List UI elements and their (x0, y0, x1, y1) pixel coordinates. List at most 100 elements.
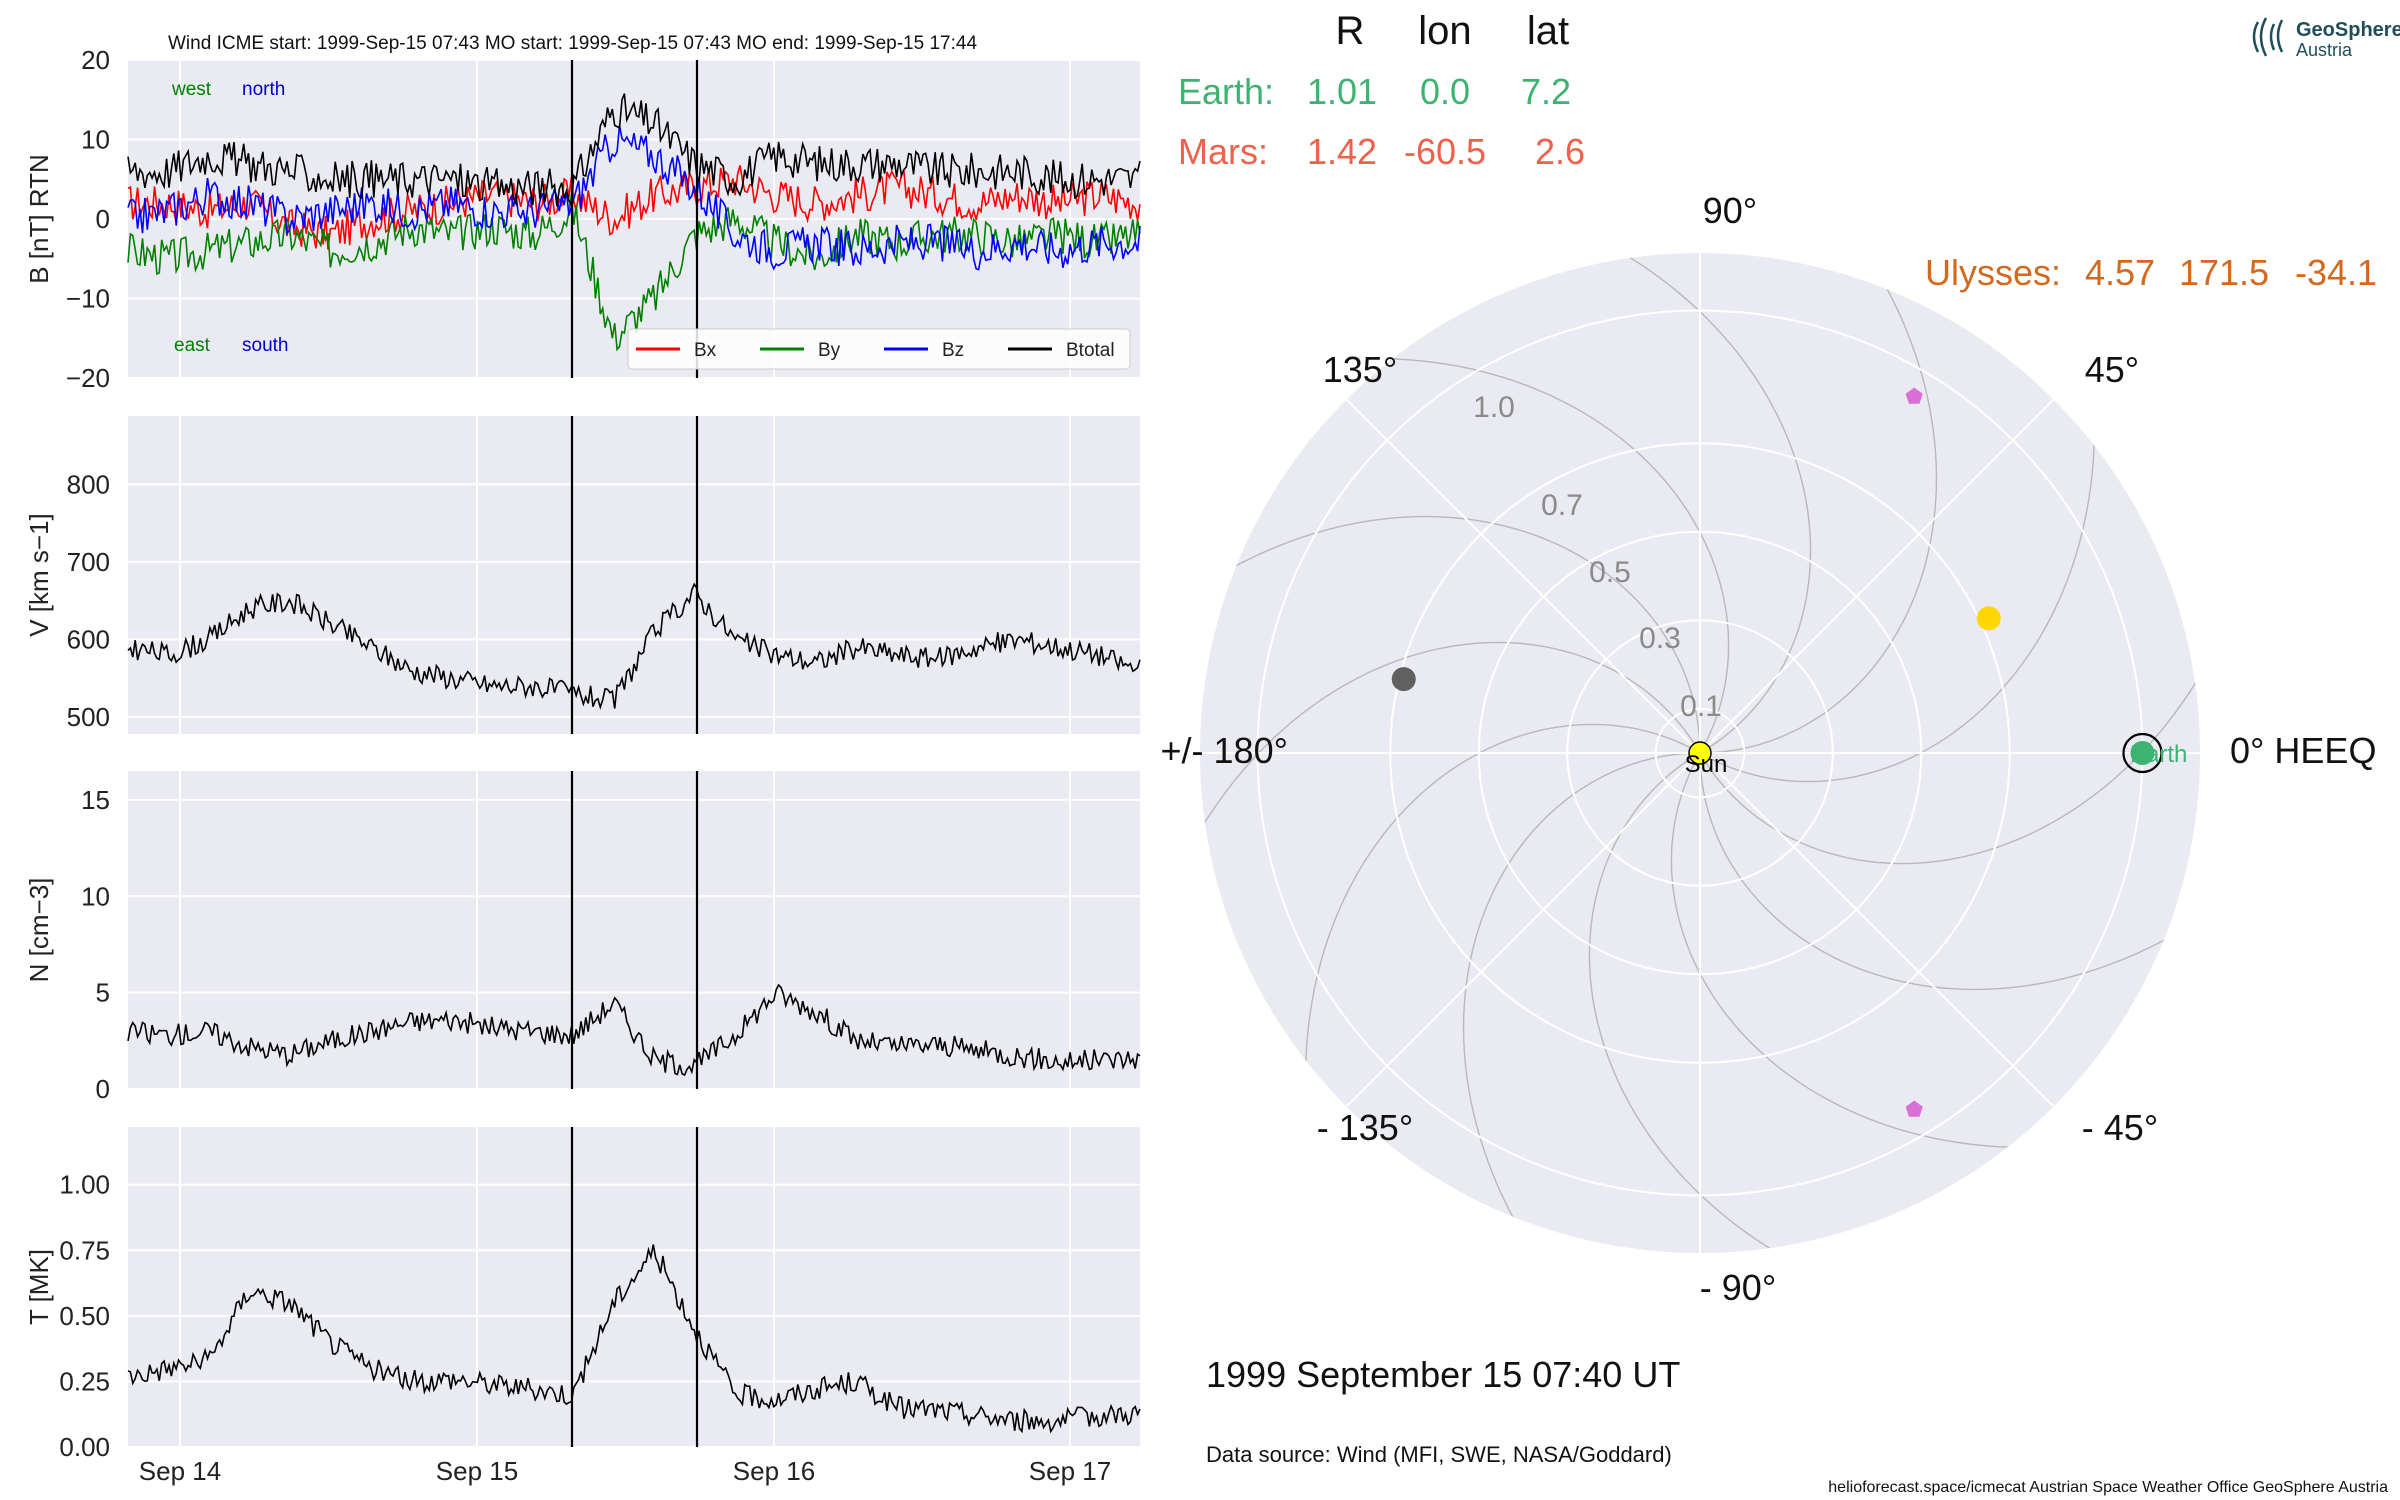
xtick-sep15: Sep 15 (436, 1456, 518, 1486)
table-col-lat: lat (1527, 9, 1569, 53)
rlabel-0.7: 0.7 (1541, 489, 1583, 522)
panel-bg (128, 416, 1140, 734)
xtick-sep16: Sep 16 (733, 1456, 815, 1486)
angle-m90: - 90° (1700, 1267, 1776, 1308)
earth-label: Earth (2130, 741, 2187, 768)
ulysses-lat: -34.1 (2295, 252, 2377, 293)
earth-ring (2122, 732, 2163, 774)
ytick-label: 600 (67, 624, 110, 654)
logo-icon (2252, 17, 2284, 57)
row-earth: Earth: 1.01 0.0 7.2 (1178, 71, 1571, 112)
b-legend: Bx By Bz Btotal (627, 328, 1131, 370)
ylabel: T [MK] (24, 1249, 54, 1325)
angle-0: 0° HEEQ (2230, 730, 2376, 771)
sun-marker (1688, 741, 1712, 765)
figure-title: Wind ICME start: 1999-Sep-15 07:43 MO st… (168, 33, 977, 54)
panel-2: 0 5 10 15 N [cm−3] (24, 771, 1141, 1104)
ylabel: B [nT] RTN (24, 154, 54, 284)
ylabel: V [km s−1] (24, 513, 54, 637)
ytick-label: 0 (96, 204, 110, 234)
venus-marker (1976, 606, 2001, 631)
panel-bg (128, 1127, 1140, 1447)
ytick-label: 0.50 (59, 1301, 110, 1331)
panel-3: 0.00 0.25 0.50 0.75 1.00 T [MK] (24, 1127, 1141, 1462)
ytick-label: 0.00 (59, 1432, 110, 1462)
ulysses-lon: 171.5 (2179, 252, 2269, 293)
panel-bg (128, 771, 1140, 1089)
timeseries-panels: −20 −10 0 10 20 B [nT] RTN 500 600 700 800 V [km s… (24, 45, 1141, 1462)
earth-r: 1.01 (1307, 71, 1377, 112)
ytick-label: 20 (81, 45, 110, 75)
ulysses-r: 4.57 (2085, 252, 2155, 293)
row-ulysses: Ulysses: 4.57 171.5 -34.1 (1925, 252, 2377, 293)
annot-north: north (242, 79, 285, 100)
rlabel-0.5: 0.5 (1589, 556, 1631, 589)
ytick-label: −10 (66, 284, 110, 314)
mercury-marker (1391, 667, 1416, 692)
ytick-label: 700 (67, 547, 110, 577)
ytick-label: 0 (96, 1074, 110, 1104)
footer-credits: helioforecast.space/icmecat Austrian Spa… (1828, 1479, 2388, 1496)
ytick-label: 0.75 (59, 1235, 110, 1265)
annot-south: south (242, 335, 288, 356)
probe-b-marker (1905, 1100, 1923, 1117)
annot-west: west (171, 79, 212, 100)
legend-bz: Bz (942, 340, 964, 361)
polar-plot (1200, 253, 2200, 1253)
angle-m45: - 45° (2082, 1107, 2158, 1148)
mars-lon: -60.5 (1404, 131, 1486, 172)
legend-btotal: Btotal (1066, 340, 1115, 361)
date-label: 1999 September 15 07:40 UT (1206, 1354, 1680, 1395)
panel-0: −20 −10 0 10 20 B [nT] RTN (24, 45, 1141, 393)
ylabel: N [cm−3] (24, 878, 54, 983)
mars-r: 1.42 (1307, 131, 1377, 172)
geosphere-logo: GeoSphere Austria (2252, 17, 2400, 60)
series-Btotal (127, 93, 1141, 209)
legend-bx: Bx (694, 340, 717, 361)
angle-90: 90° (1703, 190, 1757, 231)
rlabel-1.0: 1.0 (1473, 391, 1515, 424)
logo-line2: Austria (2296, 40, 2353, 60)
ytick-label: 10 (81, 881, 110, 911)
angle-180: +/- 180° (1161, 730, 1288, 771)
series-line (127, 983, 1141, 1077)
rlabel-0.3: 0.3 (1639, 622, 1681, 655)
probe-a-marker (1905, 387, 1923, 404)
ytick-label: 5 (96, 978, 110, 1008)
ytick-label: 500 (67, 702, 110, 732)
logo-line1: GeoSphere (2296, 19, 2400, 41)
legend-by: By (818, 340, 841, 361)
angle-135: 135° (1323, 349, 1397, 390)
series-Bz (127, 125, 1141, 271)
xtick-sep14: Sep 14 (139, 1456, 221, 1486)
mars-lat: 2.6 (1535, 131, 1585, 172)
ulysses-name: Ulysses: (1925, 252, 2061, 293)
series-line (127, 1244, 1141, 1434)
earth-marker (2130, 741, 2155, 765)
angle-45: 45° (2085, 349, 2139, 390)
ytick-label: 0.25 (59, 1366, 110, 1396)
ytick-label: −20 (66, 363, 110, 393)
xtick-sep17: Sep 17 (1029, 1456, 1111, 1486)
panel-1: 500 600 700 800 V [km s−1] (24, 416, 1141, 734)
angle-m135: - 135° (1317, 1107, 1413, 1148)
series-line (127, 582, 1141, 710)
data-source: Data source: Wind (MFI, SWE, NASA/Goddar… (1206, 1442, 1672, 1467)
earth-lon: 0.0 (1420, 71, 1470, 112)
series-Bx (127, 165, 1141, 250)
ytick-label: 15 (81, 785, 110, 815)
table-col-r: R (1336, 9, 1365, 53)
ytick-label: 1.00 (59, 1170, 110, 1200)
parker-spirals (1200, 253, 2200, 1253)
ytick-label: 10 (81, 125, 110, 155)
table-col-lon: lon (1418, 9, 1471, 53)
earth-lat: 7.2 (1521, 71, 1571, 112)
row-mars: Mars: 1.42 -60.5 2.6 (1178, 131, 1585, 172)
rlabel-0.1: 0.1 (1680, 690, 1722, 723)
sun-label: Sun (1685, 751, 1728, 778)
ytick-label: 800 (67, 469, 110, 499)
earth-name: Earth: (1178, 71, 1274, 112)
annot-east: east (174, 335, 211, 356)
mars-name: Mars: (1178, 131, 1268, 172)
